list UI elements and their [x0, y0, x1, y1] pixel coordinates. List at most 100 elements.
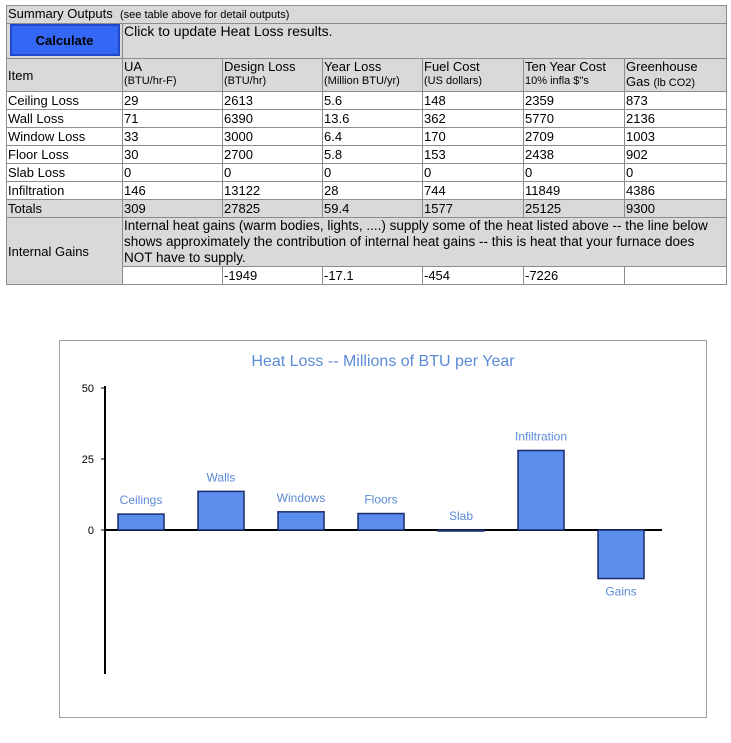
cell-year-loss: 5.6 — [322, 91, 423, 110]
bar-slab — [437, 529, 485, 532]
y-tick-label: 50 — [82, 383, 94, 395]
calculate-row: Calculate Click to update Heat Loss resu… — [6, 23, 728, 59]
bar-infiltration — [517, 449, 565, 531]
chart-title: Heat Loss -- Millions of BTU per Year — [251, 353, 515, 370]
internal-gains-label: Internal Gains — [6, 217, 123, 285]
bar-gains — [597, 529, 645, 580]
table-row: Wall Loss 71 6390 13.6 362 5770 2136 — [6, 109, 728, 128]
header-ten-year-cost-sub: 10% infla $"s — [525, 75, 589, 87]
chart-plot: 50 25 0 Ceilings Walls Windows Floors Slab Infil… — [82, 383, 662, 674]
totals-greenhouse: 9300 — [623, 199, 728, 218]
bar-windows — [277, 511, 325, 531]
cell-fuel-cost: 170 — [422, 127, 524, 146]
header-ua-main: UA — [124, 59, 143, 75]
table-row: Floor Loss 30 2700 5.8 153 2438 902 — [6, 145, 728, 164]
header-design-loss-sub: (BTU/hr) — [224, 75, 267, 87]
internal-gains-design-loss: -1949 — [222, 266, 323, 285]
bar-ceilings — [117, 513, 165, 531]
summary-title-text: Summary Outputs — [8, 6, 113, 22]
table-row: Infiltration 146 13122 28 744 11849 4386 — [6, 181, 728, 200]
header-greenhouse-main: Greenhouse — [626, 59, 698, 75]
header-ua: UA (BTU/hr-F) — [122, 58, 223, 92]
internal-gains-fuel-cost: -454 — [422, 266, 524, 285]
totals-ua: 309 — [122, 199, 223, 218]
table-row: Slab Loss 0 0 0 0 0 0 — [6, 163, 728, 182]
totals-year-loss: 59.4 — [322, 199, 423, 218]
cell-ua: 146 — [122, 181, 223, 200]
cell-greenhouse: 2136 — [623, 109, 728, 128]
totals-row: Totals 309 27825 59.4 1577 25125 9300 — [6, 199, 728, 218]
cell-fuel-cost: 153 — [422, 145, 524, 164]
internal-gains-ua — [122, 266, 223, 285]
cell-ua: 29 — [122, 91, 223, 110]
cell-ten-year-cost: 5770 — [523, 109, 625, 128]
header-year-loss-main: Year Loss — [324, 59, 382, 75]
cell-year-loss: 13.6 — [322, 109, 423, 128]
cell-greenhouse: 873 — [623, 91, 728, 110]
totals-ten-year-cost: 25125 — [523, 199, 625, 218]
cell-label: Ceiling Loss — [6, 91, 123, 110]
header-fuel-cost-sub: (US dollars) — [424, 75, 483, 87]
table-row: Ceiling Loss 29 2613 5.6 148 2359 873 — [6, 91, 728, 110]
bar-label-ceilings: Ceilings — [120, 493, 163, 507]
internal-gains-text: Internal heat gains (warm bodies, lights… — [121, 217, 728, 267]
totals-design-loss: 27825 — [222, 199, 323, 218]
cell-ten-year-cost: 2359 — [523, 91, 625, 110]
header-greenhouse-sub: Gas (lb CO2) — [626, 74, 725, 91]
y-tick-label: 0 — [88, 525, 94, 537]
cell-label: Window Loss — [6, 127, 123, 146]
cell-ua: 0 — [122, 163, 223, 182]
bar-walls — [197, 490, 245, 531]
cell-label: Wall Loss — [6, 109, 123, 128]
cell-greenhouse: 902 — [623, 145, 728, 164]
cell-fuel-cost: 362 — [422, 109, 524, 128]
cell-year-loss: 6.4 — [322, 127, 423, 146]
table-row: Window Loss 33 3000 6.4 170 2709 1003 — [6, 127, 728, 146]
cell-year-loss: 5.8 — [322, 145, 423, 164]
header-design-loss: Design Loss (BTU/hr) — [222, 58, 323, 92]
header-item: Item — [6, 58, 123, 92]
header-year-loss: Year Loss (Million BTU/yr) — [322, 58, 423, 92]
summary-title-note: (see table above for detail outputs) — [120, 9, 290, 21]
cell-design-loss: 2700 — [222, 145, 323, 164]
header-ten-year-cost: Ten Year Cost 10% infla $"s — [523, 58, 625, 92]
header-greenhouse-unit: (lb CO2) — [653, 77, 696, 89]
cell-ten-year-cost: 11849 — [523, 181, 625, 200]
internal-gains-ten-year-cost: -7226 — [523, 266, 625, 285]
cell-greenhouse: 1003 — [623, 127, 728, 146]
cell-label: Slab Loss — [6, 163, 123, 182]
cell-ten-year-cost: 2709 — [523, 127, 625, 146]
header-ten-year-cost-main: Ten Year Cost — [525, 59, 606, 75]
cell-greenhouse: 4386 — [623, 181, 728, 200]
calculate-hint: Click to update Heat Loss results. — [121, 23, 728, 59]
header-fuel-cost: Fuel Cost (US dollars) — [422, 58, 524, 92]
y-tick-label: 25 — [82, 454, 94, 466]
cell-design-loss: 6390 — [222, 109, 323, 128]
bar-label-walls: Walls — [207, 470, 236, 484]
cell-ua: 30 — [122, 145, 223, 164]
header-greenhouse-gas: Gas — [626, 74, 650, 89]
cell-design-loss: 2613 — [222, 91, 323, 110]
bar-label-windows: Windows — [277, 491, 326, 505]
header-year-loss-sub: (Million BTU/yr) — [324, 75, 400, 87]
internal-gains-values-row: -1949 -17.1 -454 -7226 — [7, 266, 728, 285]
header-row: Item UA (BTU/hr-F) Design Loss (BTU/hr) … — [6, 58, 728, 92]
bar-label-infiltration: Infiltration — [515, 429, 567, 443]
cell-greenhouse: 0 — [623, 163, 728, 182]
summary-title: Summary Outputs (see table above for det… — [5, 5, 728, 24]
bar-label-floors: Floors — [364, 493, 397, 507]
cell-year-loss: 28 — [322, 181, 423, 200]
heat-loss-chart: Heat Loss -- Millions of BTU per Year 50… — [59, 340, 707, 718]
header-fuel-cost-main: Fuel Cost — [424, 59, 480, 75]
cell-label: Infiltration — [6, 181, 123, 200]
data-rows: Ceiling Loss 29 2613 5.6 148 2359 873 Wall Loss… — [6, 91, 728, 200]
cell-fuel-cost: 744 — [422, 181, 524, 200]
calculate-cell: Calculate — [6, 23, 123, 59]
cell-fuel-cost: 0 — [422, 163, 524, 182]
bar-label-gains: Gains — [605, 585, 636, 599]
calculate-button[interactable]: Calculate — [9, 24, 120, 56]
bar-floors — [357, 512, 405, 531]
bar-label-slab: Slab — [449, 509, 473, 523]
cell-ua: 71 — [122, 109, 223, 128]
summary-title-row: Summary Outputs (see table above for det… — [5, 5, 728, 24]
